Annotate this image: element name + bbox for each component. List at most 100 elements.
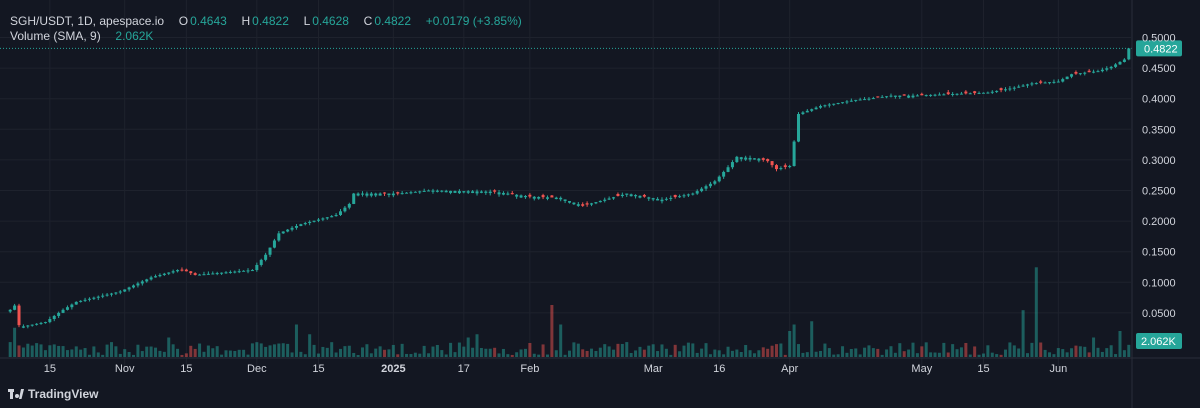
candle-body bbox=[488, 191, 492, 194]
volume-bar bbox=[761, 347, 765, 357]
volume-bar bbox=[642, 349, 646, 357]
candle-body bbox=[532, 196, 536, 199]
candle-body bbox=[1021, 85, 1025, 87]
time-tick-label: Nov bbox=[115, 363, 135, 375]
close-label: C bbox=[363, 14, 373, 28]
volume-bar bbox=[52, 344, 56, 357]
volume-bar bbox=[986, 345, 990, 357]
candle-body bbox=[841, 102, 845, 104]
volume-bar bbox=[581, 349, 585, 357]
volume-bar bbox=[440, 350, 444, 357]
volume-bar bbox=[946, 352, 950, 357]
candle-body bbox=[708, 183, 712, 187]
candle-body bbox=[391, 193, 395, 196]
candle-body bbox=[61, 309, 65, 313]
time-tick-label: Apr bbox=[781, 363, 798, 375]
candle-body bbox=[1034, 83, 1038, 85]
volume-bar bbox=[13, 327, 17, 357]
candle-body bbox=[1109, 66, 1113, 69]
candle-body bbox=[1012, 87, 1016, 89]
volume-bar bbox=[634, 350, 638, 357]
candle-body bbox=[691, 193, 695, 195]
volume-bar bbox=[603, 344, 607, 357]
volume-bar bbox=[625, 342, 629, 357]
volume-bar bbox=[65, 350, 69, 357]
candle-body bbox=[554, 197, 558, 200]
volume-bar bbox=[819, 350, 823, 357]
candle-body bbox=[783, 165, 787, 168]
volume-bar bbox=[805, 352, 809, 357]
volume-bar bbox=[308, 334, 312, 357]
last-volume-badge bbox=[1136, 333, 1182, 349]
volume-bar bbox=[585, 350, 589, 357]
volume-bar bbox=[682, 345, 686, 357]
volume-bar bbox=[924, 342, 928, 357]
volume-bar bbox=[109, 342, 113, 357]
candle-body bbox=[321, 218, 325, 220]
volume-bar bbox=[752, 353, 756, 357]
volume-bar bbox=[797, 344, 801, 357]
candle-body bbox=[171, 271, 175, 273]
volume-bar bbox=[1061, 349, 1065, 357]
candle-body bbox=[356, 193, 360, 196]
volume-bar bbox=[902, 351, 906, 357]
volume-bar bbox=[695, 352, 699, 357]
candle-body bbox=[140, 281, 144, 284]
volume-bar bbox=[189, 345, 193, 357]
volume-bar bbox=[616, 343, 620, 357]
volume-bar bbox=[506, 354, 510, 357]
volume-bar bbox=[739, 351, 743, 357]
volume-bar bbox=[863, 347, 867, 357]
candle-body bbox=[294, 225, 298, 228]
candle-body bbox=[523, 196, 527, 198]
volume-bar bbox=[638, 346, 642, 357]
volume-bar bbox=[79, 349, 83, 357]
candle-body bbox=[1074, 71, 1078, 74]
candle-body bbox=[1017, 86, 1021, 88]
candle-body bbox=[651, 198, 655, 200]
candle-body bbox=[17, 305, 21, 326]
candle-body bbox=[1039, 81, 1043, 83]
candle-body bbox=[462, 191, 466, 193]
candle-body bbox=[819, 106, 823, 108]
volume-bar bbox=[374, 348, 378, 357]
candle-body bbox=[726, 167, 730, 172]
candle-body bbox=[951, 93, 955, 95]
candle-body bbox=[656, 198, 660, 201]
candle-body bbox=[39, 322, 43, 324]
last-volume-label: 2.062K bbox=[1141, 336, 1177, 348]
candle-body bbox=[849, 100, 853, 102]
candle-body bbox=[303, 223, 307, 225]
volume-bar bbox=[691, 343, 695, 357]
volume-bar bbox=[488, 348, 492, 357]
candle-body bbox=[167, 272, 171, 274]
candle-body bbox=[316, 219, 320, 221]
volume-bar bbox=[964, 342, 968, 357]
candle-body bbox=[43, 322, 47, 324]
volume-bar bbox=[827, 348, 831, 357]
candle-body bbox=[369, 193, 373, 196]
volume-bar bbox=[700, 348, 704, 357]
candle-body bbox=[924, 95, 928, 97]
volume-bar bbox=[942, 342, 946, 357]
volume-bar bbox=[669, 354, 673, 357]
candle-body bbox=[83, 299, 87, 301]
candle-body bbox=[563, 199, 567, 202]
volume-bar bbox=[286, 343, 290, 357]
volume-bar bbox=[294, 324, 298, 357]
volume-bar bbox=[519, 349, 523, 357]
candle-body bbox=[585, 203, 589, 205]
candle-body bbox=[255, 264, 259, 271]
volume-bar bbox=[409, 354, 413, 357]
volume-bar bbox=[272, 344, 276, 357]
volume-bar bbox=[717, 350, 721, 357]
candle-body bbox=[814, 107, 818, 110]
volume-bar bbox=[801, 352, 805, 357]
tradingview-logo[interactable]: TradingView bbox=[8, 387, 98, 401]
candle-body bbox=[365, 193, 369, 196]
volume-bar bbox=[757, 350, 761, 357]
candle-body bbox=[990, 91, 994, 93]
volume-bar bbox=[788, 331, 792, 357]
candle-body bbox=[1065, 76, 1069, 80]
